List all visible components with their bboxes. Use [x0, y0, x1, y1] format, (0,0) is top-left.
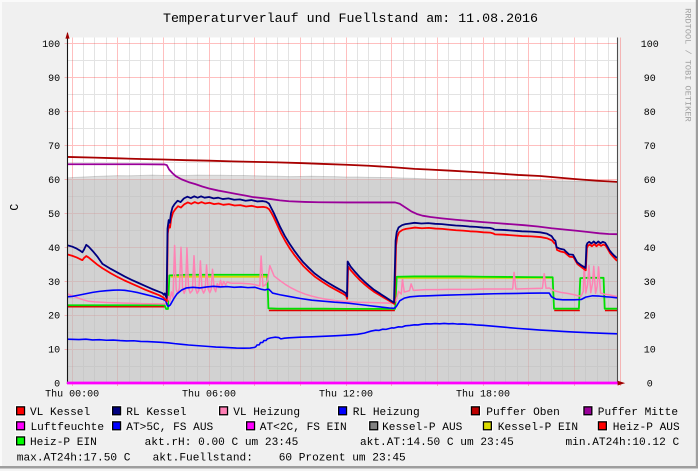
svg-text:Temperaturverlauf und Fuellsta: Temperaturverlauf und Fuellstand am: 11.… [163, 11, 538, 26]
svg-text:40: 40 [48, 244, 60, 255]
svg-text:VL Kessel: VL Kessel [30, 407, 90, 419]
svg-text:80: 80 [644, 108, 656, 119]
svg-text:90: 90 [48, 74, 60, 85]
svg-text:60 Prozent um 23:45: 60 Prozent um 23:45 [279, 452, 406, 464]
svg-text:30: 30 [644, 278, 656, 289]
svg-text:Heiz-P EIN: Heiz-P EIN [30, 437, 97, 449]
svg-text:0: 0 [647, 380, 653, 391]
svg-text:Thu 12:00: Thu 12:00 [319, 389, 373, 401]
svg-text:10: 10 [48, 346, 60, 357]
svg-text:akt.AT:14.50 C um 23:45: akt.AT:14.50 C um 23:45 [360, 437, 514, 449]
svg-text:100: 100 [641, 40, 659, 51]
svg-text:40: 40 [644, 244, 656, 255]
svg-text:max.AT24h:17.50 C: max.AT24h:17.50 C [17, 452, 131, 464]
svg-text:Thu 06:00: Thu 06:00 [182, 389, 236, 401]
svg-text:20: 20 [48, 312, 60, 323]
svg-text:Puffer Mitte: Puffer Mitte [598, 407, 678, 419]
svg-text:50: 50 [48, 210, 60, 221]
svg-text:RL Kessel: RL Kessel [126, 407, 186, 419]
svg-text:Thu 00:00: Thu 00:00 [45, 389, 99, 401]
svg-text:Thu 18:00: Thu 18:00 [456, 389, 510, 401]
svg-text:60: 60 [48, 176, 60, 187]
svg-text:Puffer Oben: Puffer Oben [486, 407, 560, 419]
svg-text:VL Heizung: VL Heizung [233, 407, 300, 419]
svg-text:AT>5C, FS AUS: AT>5C, FS AUS [126, 422, 213, 434]
svg-text:akt.rH: 0.00 C um 23:45: akt.rH: 0.00 C um 23:45 [145, 437, 299, 449]
svg-text:akt.Fuellstand:: akt.Fuellstand: [153, 452, 253, 464]
svg-text:50: 50 [644, 210, 656, 221]
svg-text:70: 70 [48, 142, 60, 153]
svg-text:Kessel-P EIN: Kessel-P EIN [498, 422, 578, 434]
svg-text:min.AT24h:10.12 C: min.AT24h:10.12 C [566, 437, 680, 449]
svg-text:100: 100 [42, 40, 60, 51]
svg-text:AT<2C, FS EIN: AT<2C, FS EIN [260, 422, 347, 434]
svg-text:Kessel-P AUS: Kessel-P AUS [382, 422, 463, 434]
svg-text:RL Heizung: RL Heizung [353, 407, 420, 419]
svg-text:Luftfeuchte: Luftfeuchte [31, 422, 105, 434]
svg-text:10: 10 [644, 346, 656, 357]
svg-text:0: 0 [54, 380, 60, 391]
svg-text:30: 30 [48, 278, 60, 289]
svg-text:RRDTOOL / TOBI OETIKER: RRDTOOL / TOBI OETIKER [682, 8, 692, 121]
svg-text:90: 90 [644, 74, 656, 85]
svg-text:C: C [9, 204, 22, 211]
svg-text:70: 70 [644, 142, 656, 153]
svg-text:20: 20 [644, 312, 656, 323]
svg-text:60: 60 [644, 176, 656, 187]
svg-text:Heiz-P AUS: Heiz-P AUS [613, 422, 680, 434]
svg-text:80: 80 [48, 108, 60, 119]
